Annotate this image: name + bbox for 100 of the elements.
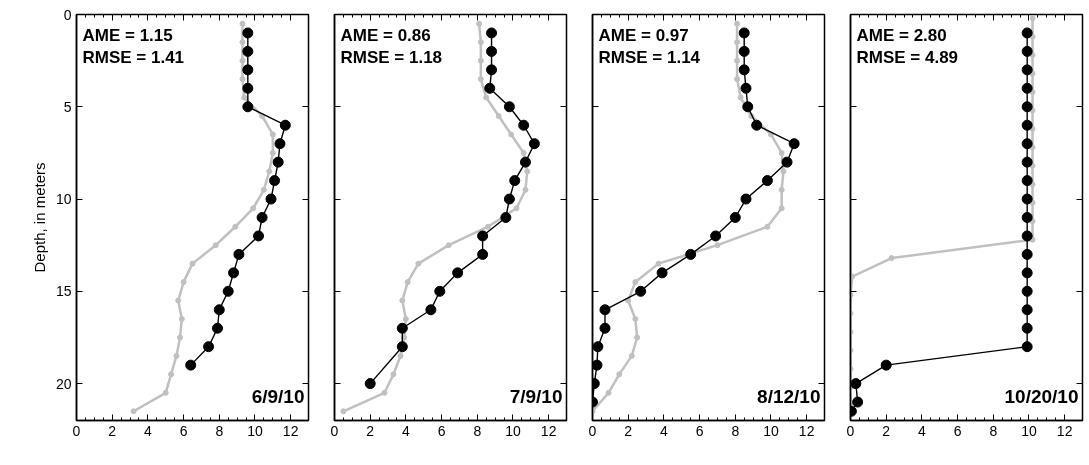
point <box>253 230 265 242</box>
point <box>222 285 234 297</box>
point <box>1021 248 1033 260</box>
point <box>500 212 512 223</box>
x-tick-label: 8 <box>473 422 482 439</box>
point <box>740 193 752 205</box>
point <box>279 119 291 131</box>
annotation: RMSE = 4.89 <box>856 47 959 67</box>
annotation: AME = 2.80 <box>856 25 947 45</box>
point <box>185 359 197 371</box>
x-tick-label: 8 <box>215 422 224 439</box>
point <box>1021 45 1033 57</box>
point <box>269 131 276 138</box>
point <box>242 27 254 39</box>
point <box>399 297 406 304</box>
point <box>734 39 741 46</box>
x-tick-label: 6 <box>953 422 962 439</box>
point <box>1029 236 1036 243</box>
point <box>242 45 254 57</box>
point <box>1021 230 1033 242</box>
point <box>1021 64 1033 76</box>
point <box>1021 285 1033 297</box>
x-tick-label: 10 <box>763 422 779 439</box>
x-tick-label: 10 <box>1021 422 1037 439</box>
point <box>483 94 490 101</box>
point <box>364 378 376 390</box>
point <box>751 119 763 131</box>
annotation: 8/12/10 <box>757 385 821 407</box>
point <box>734 76 741 83</box>
point <box>233 248 245 260</box>
point <box>1029 15 1036 22</box>
point <box>519 156 531 168</box>
point <box>381 389 388 396</box>
point <box>1021 101 1033 113</box>
point <box>178 316 185 322</box>
x-tick-label: 0 <box>330 422 339 439</box>
point <box>396 322 408 334</box>
point <box>260 186 267 193</box>
point <box>425 304 437 316</box>
point <box>522 186 529 193</box>
point <box>1021 27 1033 39</box>
point <box>390 371 397 378</box>
point <box>632 279 639 286</box>
point <box>212 242 219 249</box>
point <box>734 57 741 64</box>
point <box>764 223 771 230</box>
point <box>632 316 639 322</box>
point <box>401 334 408 341</box>
point <box>1021 119 1033 131</box>
point <box>177 334 184 341</box>
point <box>520 149 527 156</box>
x-tick-label: 10 <box>247 422 263 439</box>
point <box>175 297 182 304</box>
point <box>508 131 515 138</box>
x-tick-label: 6 <box>437 422 446 439</box>
x-tick-label: 0 <box>846 422 855 439</box>
y-tick-label: 20 <box>55 375 72 392</box>
y-axis-title: Depth, in meters <box>30 162 48 273</box>
point <box>477 76 484 83</box>
point <box>486 45 498 57</box>
point <box>1021 193 1033 205</box>
point <box>239 20 246 27</box>
annotation: RMSE = 1.41 <box>82 47 185 67</box>
point <box>628 352 635 359</box>
point <box>528 138 540 150</box>
point <box>1029 70 1036 77</box>
point <box>509 175 521 187</box>
point <box>242 101 254 113</box>
point <box>767 131 774 138</box>
x-tick-label: 6 <box>695 422 704 439</box>
point <box>738 64 750 76</box>
point <box>495 113 502 119</box>
annotation: 6/9/10 <box>251 385 305 407</box>
point <box>1021 341 1033 353</box>
point <box>130 408 137 415</box>
point <box>599 304 611 316</box>
annotation: 7/9/10 <box>509 385 563 407</box>
x-tick-label: 8 <box>731 422 740 439</box>
point <box>486 64 498 76</box>
point <box>213 304 225 316</box>
point <box>1029 107 1036 114</box>
point <box>256 212 268 223</box>
point <box>477 57 484 64</box>
point <box>162 389 169 396</box>
point <box>189 260 196 267</box>
point <box>634 334 641 341</box>
point <box>242 82 254 94</box>
x-tick-label: 12 <box>540 422 557 439</box>
point <box>269 149 276 156</box>
point <box>272 156 284 168</box>
point <box>486 27 498 39</box>
point <box>239 57 246 64</box>
point <box>173 352 180 359</box>
point <box>477 39 484 46</box>
point <box>850 378 862 390</box>
x-tick-label: 2 <box>624 422 633 439</box>
x-tick-label: 8 <box>989 422 998 439</box>
point <box>415 260 422 267</box>
point <box>1029 33 1036 40</box>
point <box>1021 175 1033 187</box>
